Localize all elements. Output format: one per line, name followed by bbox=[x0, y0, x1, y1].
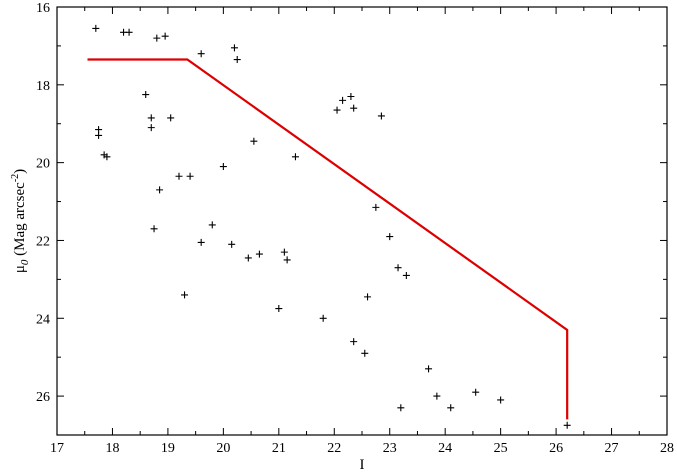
data-point bbox=[497, 396, 505, 404]
tick-labels: 17 18 19 20 21 22 23 24 25 26 27 28 16 18 20 22 24 26 bbox=[36, 1, 674, 456]
x-tick-label: 17 bbox=[50, 441, 64, 456]
y-tick-label: 24 bbox=[36, 312, 50, 327]
scatter-points bbox=[92, 24, 571, 429]
y-tick-label: 22 bbox=[36, 234, 50, 249]
y-tick-label: 20 bbox=[36, 157, 50, 172]
data-point bbox=[167, 114, 175, 122]
data-point bbox=[563, 421, 571, 429]
data-point bbox=[197, 238, 205, 246]
data-point bbox=[244, 254, 252, 262]
data-point bbox=[386, 233, 394, 241]
data-point bbox=[147, 114, 155, 122]
x-tick-label: 18 bbox=[105, 441, 119, 456]
data-point bbox=[319, 314, 327, 322]
data-point bbox=[181, 291, 189, 299]
x-tick-label: 28 bbox=[660, 441, 674, 456]
data-point bbox=[233, 56, 241, 64]
data-point bbox=[339, 96, 347, 104]
data-point bbox=[255, 250, 263, 258]
y-axis-title-mu: μ bbox=[12, 265, 28, 273]
x-axis-title: I bbox=[360, 457, 365, 473]
data-point bbox=[280, 248, 288, 256]
data-point bbox=[433, 392, 441, 400]
data-point bbox=[402, 271, 410, 279]
x-tick-label: 26 bbox=[549, 441, 563, 456]
data-point bbox=[230, 44, 238, 52]
y-axis-title-subscript: 0 bbox=[19, 259, 31, 265]
data-point bbox=[95, 131, 103, 139]
selection-boundary-line bbox=[87, 58, 569, 420]
x-tick-label: 25 bbox=[494, 441, 508, 456]
data-point bbox=[186, 172, 194, 180]
data-point bbox=[228, 240, 236, 248]
data-point bbox=[347, 92, 355, 100]
data-point bbox=[125, 28, 133, 36]
data-point bbox=[142, 91, 150, 99]
x-tick-label: 27 bbox=[605, 441, 619, 456]
data-point bbox=[153, 34, 161, 42]
data-point bbox=[147, 124, 155, 132]
data-point bbox=[425, 365, 433, 373]
y-tick-label: 16 bbox=[36, 1, 50, 16]
data-point bbox=[361, 349, 369, 357]
data-point bbox=[197, 50, 205, 58]
data-point bbox=[350, 104, 358, 112]
y-axis-title-unit: (Mag arcsec bbox=[12, 182, 28, 260]
x-tick-label: 22 bbox=[327, 441, 341, 456]
data-point bbox=[103, 153, 111, 161]
data-point bbox=[219, 163, 227, 171]
data-point bbox=[208, 221, 216, 229]
x-tick-label: 20 bbox=[216, 441, 230, 456]
data-point bbox=[397, 404, 405, 412]
y-tick-label: 18 bbox=[36, 79, 50, 94]
x-tick-label: 21 bbox=[272, 441, 286, 456]
data-point bbox=[350, 338, 358, 346]
data-point bbox=[95, 126, 103, 134]
data-point bbox=[161, 32, 169, 40]
data-point bbox=[291, 153, 299, 161]
data-point bbox=[377, 112, 385, 120]
x-tick-label: 19 bbox=[161, 441, 175, 456]
y-axis-title-close: ) bbox=[12, 169, 28, 174]
y-axis-title: μ0 (Mag arcsec-2) bbox=[10, 169, 31, 273]
data-point bbox=[333, 106, 341, 114]
y-axis-title-exponent: -2 bbox=[10, 174, 21, 182]
data-point bbox=[92, 24, 100, 32]
x-tick-label: 23 bbox=[383, 441, 397, 456]
data-point bbox=[372, 203, 380, 211]
plot-frame bbox=[56, 6, 668, 436]
data-point bbox=[283, 256, 291, 264]
data-point bbox=[472, 388, 480, 396]
data-point bbox=[447, 404, 455, 412]
data-point bbox=[250, 137, 258, 145]
x-tick-label: 24 bbox=[438, 441, 452, 456]
data-point bbox=[175, 172, 183, 180]
data-point bbox=[150, 225, 158, 233]
boundary-lines bbox=[87, 58, 569, 420]
y-tick-label: 26 bbox=[36, 390, 50, 405]
data-point bbox=[156, 186, 164, 194]
data-point bbox=[364, 293, 372, 301]
axis-ticks bbox=[56, 6, 668, 436]
data-point bbox=[394, 264, 402, 272]
data-point bbox=[275, 305, 283, 313]
